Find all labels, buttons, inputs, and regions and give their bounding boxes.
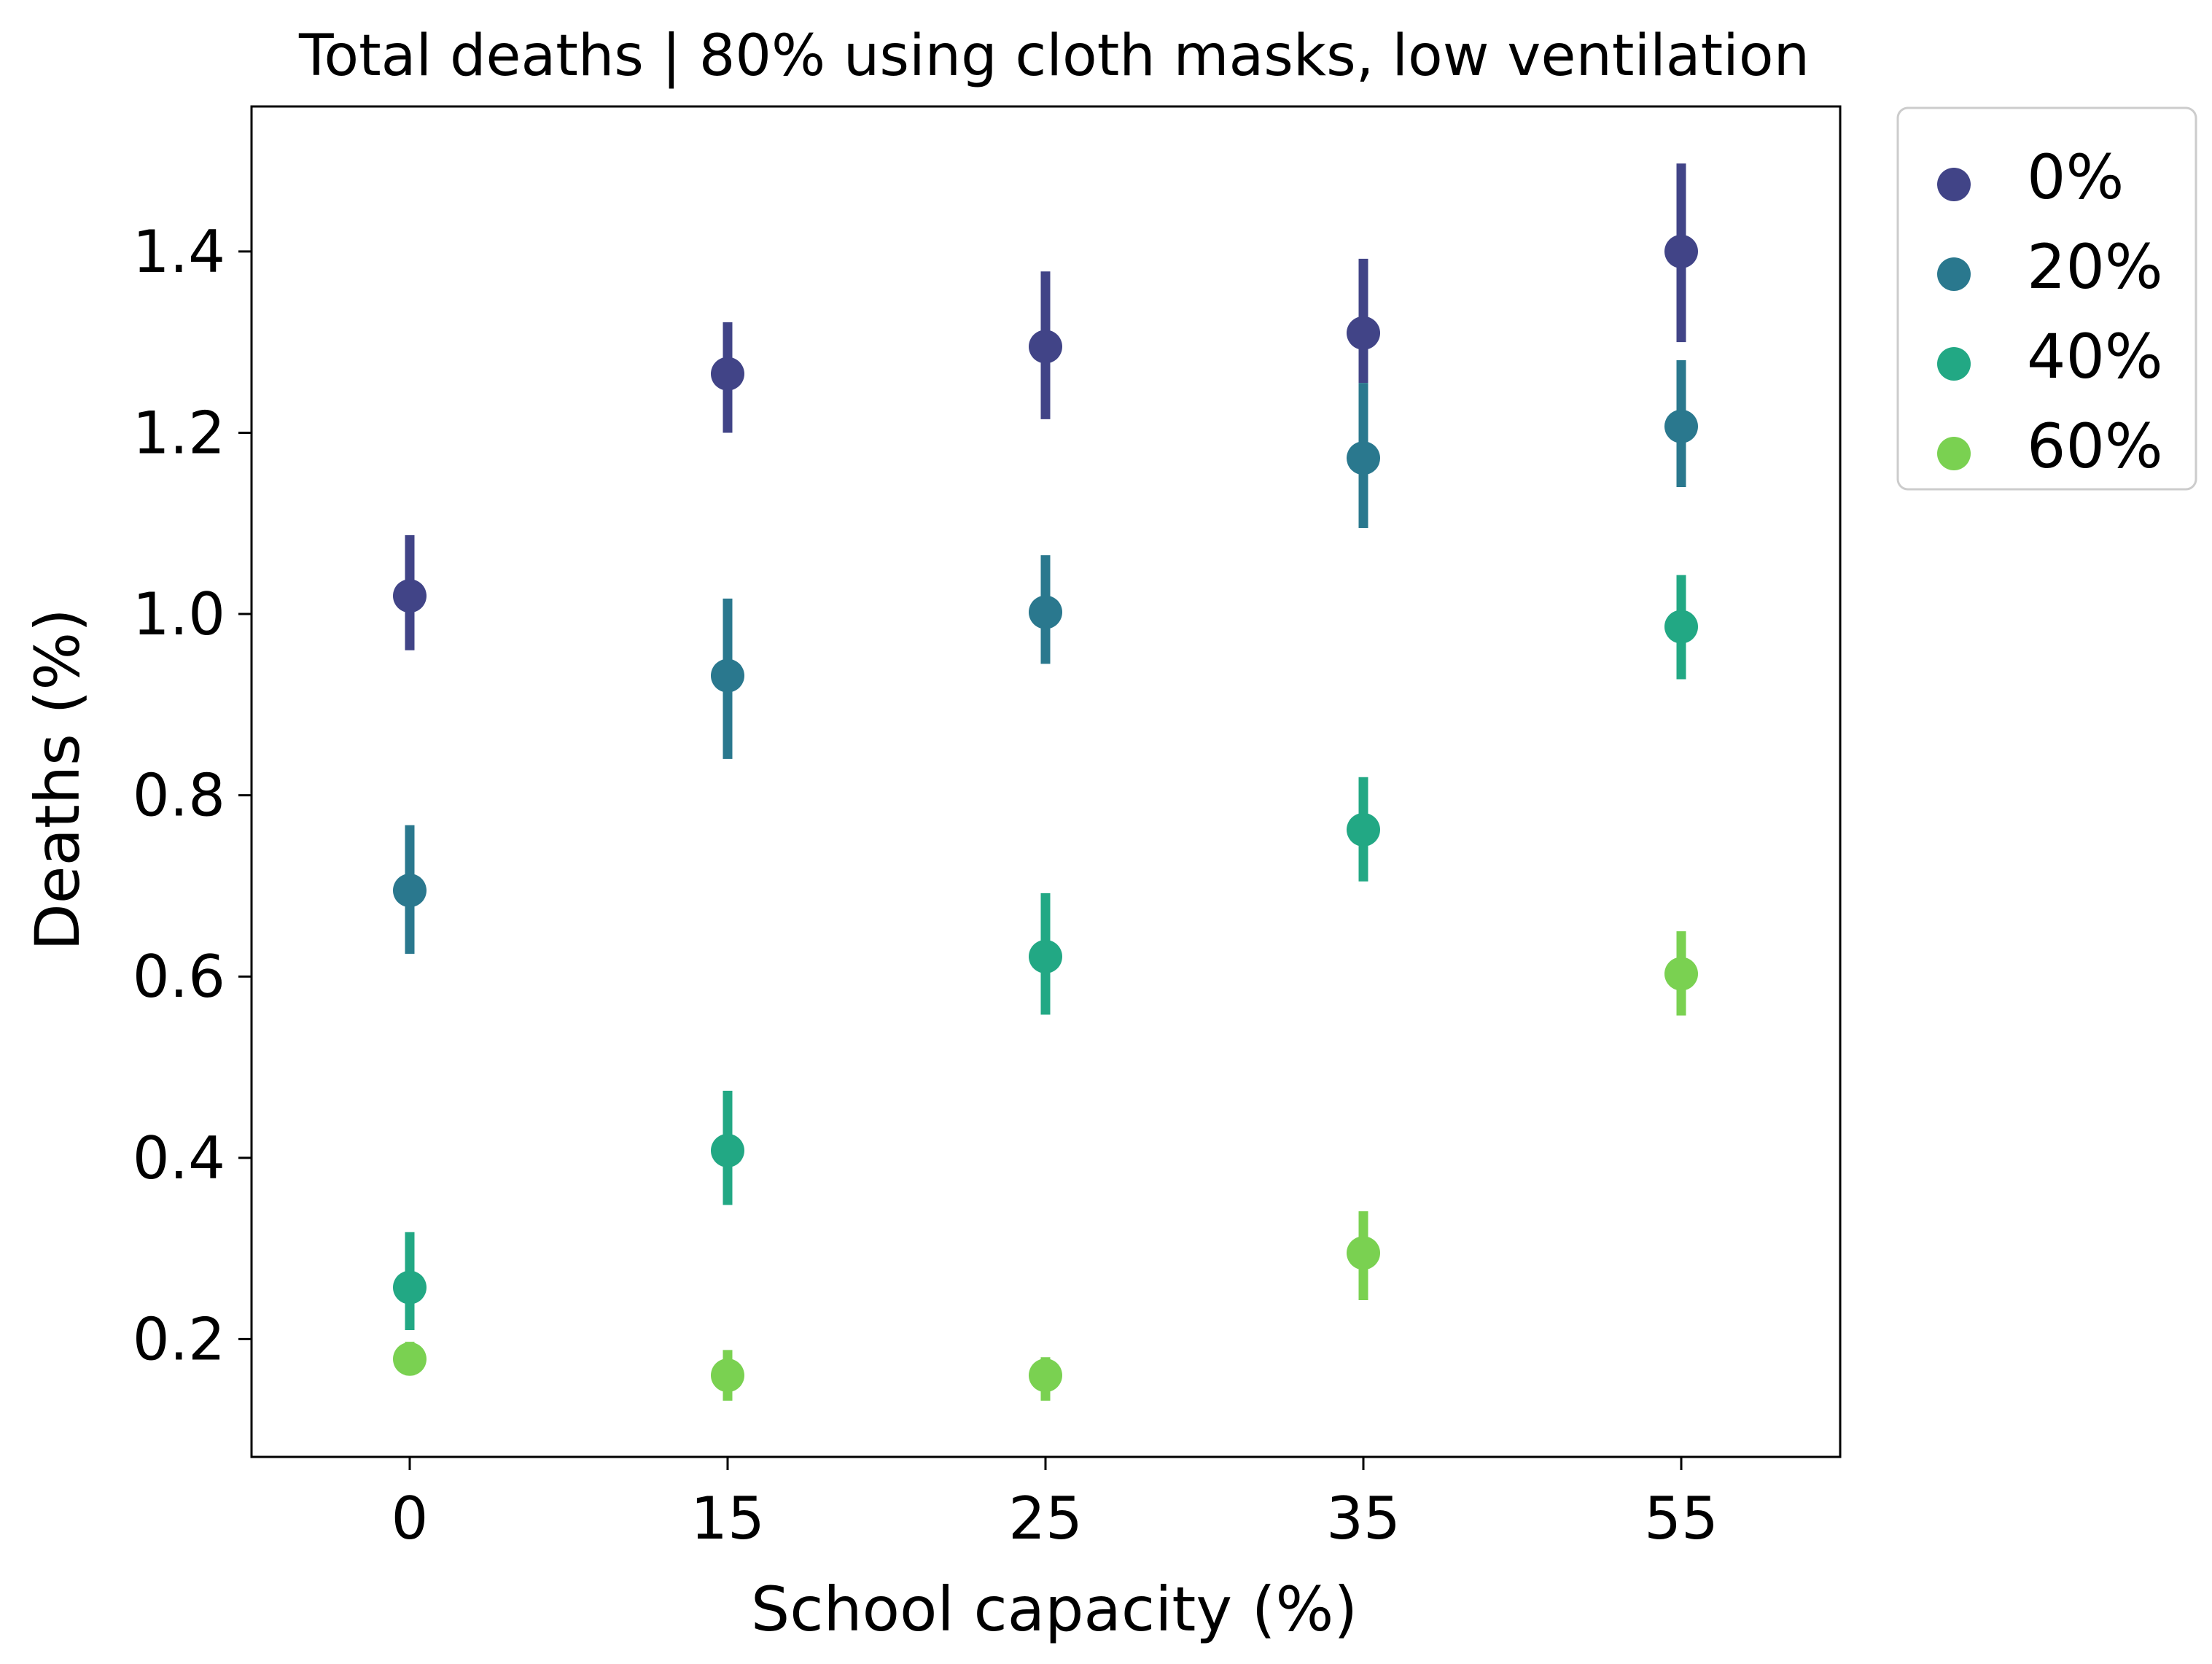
series-2 <box>393 575 1698 1330</box>
plot-area <box>250 105 1842 1458</box>
data-point <box>1347 1236 1380 1270</box>
data-point <box>1347 441 1380 475</box>
x-axis: 0 15 25 35 55 <box>392 1457 1718 1552</box>
data-point <box>393 579 427 613</box>
y-tick-label: 1.4 <box>133 218 225 286</box>
data-point <box>1347 812 1380 847</box>
data-point <box>711 658 744 693</box>
y-tick-label: 0.6 <box>133 943 225 1011</box>
y-axis-label: Deaths (%) <box>22 608 93 951</box>
data-point <box>1029 939 1062 973</box>
data-point <box>393 874 427 908</box>
data-point <box>711 357 744 391</box>
data-point <box>393 1342 427 1376</box>
data-point <box>1029 595 1062 629</box>
x-tick-label: 15 <box>690 1485 765 1552</box>
chart-title: Total deaths | 80% using cloth masks, lo… <box>298 23 1810 89</box>
y-axis: 0.2 0.4 0.6 0.8 1.0 1.2 1.4 <box>133 218 252 1373</box>
x-axis-label: School capacity (%) <box>751 1574 1358 1645</box>
y-tick-label: 0.2 <box>133 1305 225 1373</box>
legend: 0% 20% 40% 60% <box>1896 106 2197 491</box>
legend-marker <box>1937 257 1971 291</box>
y-tick-label: 0.4 <box>133 1124 225 1192</box>
x-tick-label: 35 <box>1326 1485 1401 1552</box>
legend-marker <box>1937 437 1971 470</box>
data-point <box>1029 1358 1062 1393</box>
data-point <box>1664 234 1698 268</box>
legend-label: 0% <box>2027 141 2124 213</box>
legend-label: 20% <box>2027 231 2163 303</box>
legend-box <box>1896 106 2197 491</box>
data-point <box>1664 610 1698 644</box>
y-tick-label: 1.2 <box>133 399 225 467</box>
legend-marker <box>1937 168 1971 201</box>
legend-label: 60% <box>2027 411 2163 482</box>
data-point <box>711 1133 744 1167</box>
x-tick-label: 55 <box>1644 1485 1718 1552</box>
data-point <box>1664 957 1698 991</box>
data-point <box>711 1358 744 1393</box>
data-point <box>1347 316 1380 350</box>
x-tick-label: 0 <box>392 1485 429 1552</box>
legend-label: 40% <box>2027 321 2163 392</box>
series-1 <box>393 360 1698 955</box>
data-point <box>1664 409 1698 443</box>
x-tick-label: 25 <box>1008 1485 1083 1552</box>
series-3 <box>393 931 1698 1401</box>
y-tick-label: 1.0 <box>133 580 225 648</box>
y-tick-label: 0.8 <box>133 762 225 830</box>
legend-marker <box>1937 347 1971 381</box>
data-point <box>1029 330 1062 364</box>
series-0 <box>393 163 1698 650</box>
data-point <box>393 1270 427 1305</box>
